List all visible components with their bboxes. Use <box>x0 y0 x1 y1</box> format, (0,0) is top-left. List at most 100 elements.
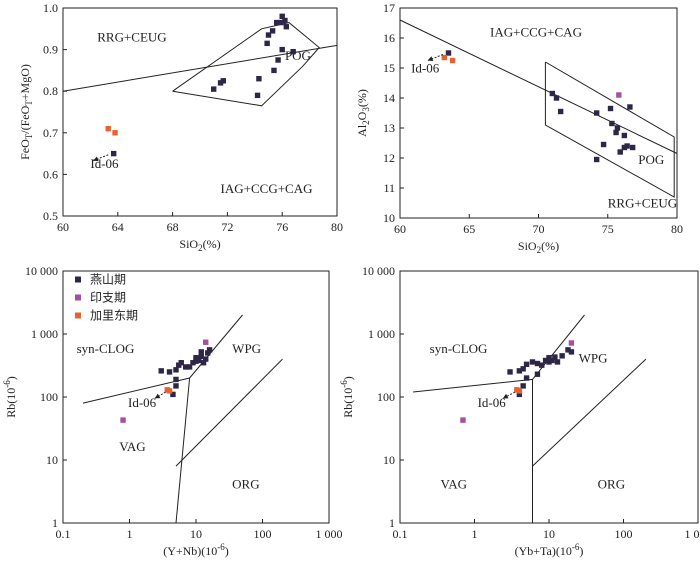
data-point <box>617 149 623 155</box>
field-boundary-line <box>399 19 678 154</box>
data-point <box>278 19 284 26</box>
data-point <box>166 369 173 375</box>
legend-marker <box>75 294 81 301</box>
data-point <box>445 50 452 56</box>
data-point <box>546 355 552 361</box>
field-label: WPG <box>232 341 261 356</box>
legend-label: 加里东期 <box>90 309 138 323</box>
x-tick-label: 100 <box>615 527 633 541</box>
x-axis-label: SiO2(%) <box>518 239 559 255</box>
data-point <box>539 362 545 368</box>
data-point <box>269 28 276 34</box>
data-point <box>520 383 526 389</box>
annotation-arrow <box>427 54 444 61</box>
x-tick-label: 60 <box>394 222 406 236</box>
data-point <box>565 347 571 353</box>
data-point <box>627 104 633 110</box>
data-point <box>256 76 262 82</box>
field-label: syn-CLOG <box>77 341 135 356</box>
data-point <box>203 339 209 345</box>
annotation-arrowhead <box>502 393 509 399</box>
field-label: IAG+CCG+CAG <box>490 25 582 40</box>
y-tick-label: 1 000 <box>31 327 58 341</box>
data-point <box>549 357 555 364</box>
y-tick-label: 1 <box>52 516 58 530</box>
annotation-arrowhead <box>427 56 434 62</box>
data-point <box>621 144 628 151</box>
annotation-arrowhead <box>154 393 161 399</box>
field-label: IAG+CCG+CAG <box>221 181 313 196</box>
data-point <box>613 129 619 136</box>
sample-annotation-label: Id-06 <box>478 395 507 410</box>
data-point <box>220 78 226 84</box>
x-tick-label: 70 <box>533 222 545 236</box>
field-label: VAG <box>441 477 468 492</box>
y-tick-label: 13 <box>383 121 395 135</box>
field-label: ORG <box>598 477 625 492</box>
x-tick-label: 65 <box>463 222 475 236</box>
data-point <box>516 388 523 394</box>
data-point <box>614 125 621 131</box>
field-label: WPG <box>579 351 608 366</box>
data-point <box>196 357 202 364</box>
y-tick-label: 100 <box>40 390 58 404</box>
data-point <box>559 353 565 359</box>
x-tick-label: 10 <box>543 527 555 541</box>
data-point <box>554 359 561 365</box>
data-point <box>198 349 204 355</box>
data-point <box>206 347 213 353</box>
field-boundary-line <box>175 358 283 467</box>
y-tick-label: 10 <box>46 453 58 467</box>
data-point <box>520 366 526 372</box>
y-tick-label: 0.5 <box>43 209 58 223</box>
data-point <box>523 361 530 368</box>
annotation-arrowhead <box>93 156 99 162</box>
y-tick-label: 1 000 <box>368 327 395 341</box>
data-point <box>283 24 290 30</box>
field-label: VAG <box>119 439 146 454</box>
y-axis-label: Rb(10-6) <box>2 376 18 418</box>
data-point <box>182 364 189 370</box>
y-tick-label: 10 <box>383 453 395 467</box>
data-point <box>254 92 261 99</box>
x-tick-label: 80 <box>671 222 683 236</box>
chart-panel-a: 60 64 68 72 76 80 0.5 0.6 0.7 0.8 0.9 1.0 SiO2(%) FeO… <box>18 1 343 253</box>
data-point <box>203 356 209 362</box>
x-tick-label: 100 <box>254 527 272 541</box>
y-tick-label: 15 <box>383 61 395 75</box>
x-axis-label: (Yb+Ta)(10-6) <box>515 542 584 558</box>
y-tick-label: 17 <box>383 1 395 15</box>
data-point <box>568 349 575 355</box>
x-tick-label: 80 <box>331 220 343 234</box>
x-tick-label: 60 <box>57 220 69 234</box>
field-boundary-line <box>172 22 320 107</box>
y-tick-label: 0.9 <box>43 43 58 57</box>
data-point <box>173 367 179 373</box>
sample-annotation-label: Id-06 <box>90 156 119 171</box>
plot-frame <box>62 7 338 217</box>
field-label: POG <box>638 152 664 167</box>
data-point <box>200 360 207 366</box>
field-label: RRG+CEUG <box>608 196 677 211</box>
data-point <box>274 19 280 26</box>
y-tick-label: 14 <box>383 91 395 105</box>
data-point <box>609 120 615 127</box>
x-tick-label: 64 <box>112 220 124 234</box>
x-tick-label: 72 <box>221 220 233 234</box>
data-point <box>607 105 614 112</box>
field-label: ORG <box>232 477 259 492</box>
y-tick-label: 0.8 <box>43 84 58 98</box>
data-point <box>290 48 296 55</box>
sample-annotation-label: Id-06 <box>128 395 157 410</box>
data-point <box>529 359 536 365</box>
data-point <box>568 340 575 346</box>
field-boundary-line <box>82 314 243 404</box>
x-tick-label: 68 <box>167 220 179 234</box>
data-point <box>105 125 111 132</box>
annotation-arrow <box>92 154 109 162</box>
data-point <box>110 150 117 157</box>
data-point <box>186 364 193 370</box>
